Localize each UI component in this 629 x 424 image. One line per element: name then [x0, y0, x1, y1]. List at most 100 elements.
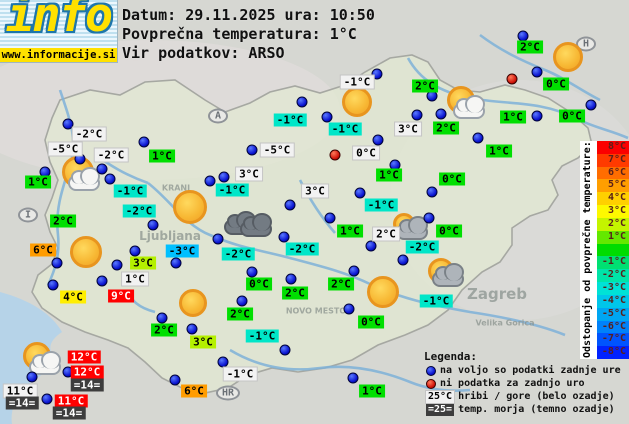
station-label: 1°C — [500, 110, 526, 124]
station-label: 6°C — [30, 243, 56, 257]
station-label: 1°C — [122, 272, 148, 286]
legend-items: na voljo so podatki zadnje ure ni podatka… — [424, 364, 629, 416]
station-dot — [246, 144, 258, 156]
station-label: 1°C — [486, 144, 512, 158]
station-label: 1°C — [376, 168, 402, 182]
city-label: NOVO MESTO — [285, 306, 347, 316]
station-label: -1°C — [340, 75, 374, 89]
station-label: 3°C — [190, 335, 216, 349]
header-avg-temp: Povprečna temperatura: 1°C — [122, 25, 357, 43]
station-dot — [51, 257, 63, 269]
scale-row: -3°C — [597, 282, 629, 295]
station-label: -1°C — [364, 198, 398, 212]
station-dot — [96, 275, 108, 287]
station-dot — [285, 273, 297, 285]
station-dot — [296, 96, 308, 108]
station-dot — [47, 279, 59, 291]
city-label: KRANJ — [161, 183, 191, 193]
country-sign-i: I — [18, 207, 38, 223]
sun-shape — [173, 190, 207, 224]
station-label: 1°C — [25, 175, 51, 189]
scale-row — [597, 243, 629, 257]
header-data-source: Vir podatkov: ARSO — [122, 44, 285, 62]
sun-cloud-icon — [447, 86, 485, 119]
station-dot — [236, 295, 248, 307]
legend: Legenda: na voljo so podatki zadnje ure n… — [424, 350, 629, 416]
station-dot — [531, 110, 543, 122]
station-dot — [147, 219, 159, 231]
station-dot — [365, 240, 377, 252]
station-dot — [423, 212, 435, 224]
scale-row: -5°C — [597, 307, 629, 321]
station-label: 3°C — [130, 256, 156, 270]
dark-cloud-icon — [224, 207, 272, 237]
station-label: 12°C — [67, 350, 101, 364]
country-sign-h: H — [576, 36, 596, 52]
station-label: 2°C — [373, 227, 399, 241]
country-sign-hr: HR — [215, 385, 241, 401]
station-label: 0°C — [543, 77, 569, 91]
station-dot — [426, 186, 438, 198]
legend-item: 25°C hribi / gore (belo ozadje) — [424, 390, 629, 403]
blue-dot-icon — [426, 365, 436, 376]
deviation-scale-title: Odstopanje od povprečne temperature: — [582, 141, 593, 359]
station-label: 9°C — [108, 289, 134, 303]
station-dot — [372, 134, 384, 146]
header-date: Datum: 29.11.2025 ura: 10:50 — [122, 6, 375, 24]
station-dot — [62, 118, 74, 130]
station-label: -5°C — [48, 142, 82, 156]
scale-row: -7°C — [597, 333, 629, 347]
station-dot — [284, 199, 296, 211]
legend-title: Legenda: — [424, 350, 477, 363]
sun-icon — [342, 87, 372, 117]
station-label: 2°C — [328, 277, 354, 291]
legend-item-text: hribi / gore (belo ozadje) — [458, 391, 615, 402]
cloud-shape — [431, 263, 464, 287]
station-dot — [246, 266, 258, 278]
scale-row: 5°C — [597, 179, 629, 193]
station-label: =14= — [5, 396, 39, 410]
scale-row: -4°C — [597, 294, 629, 308]
deviation-scale: Odstopanje od povprečne temperature: 8°C… — [580, 141, 629, 360]
station-dot — [169, 374, 181, 386]
station-label: -1°C — [113, 184, 147, 198]
station-label: 0°C — [358, 315, 384, 329]
logo-brand: info — [6, 0, 113, 43]
station-label: -1°C — [215, 183, 249, 197]
sun-icon — [70, 236, 102, 268]
sun-cloud-grey-icon — [428, 258, 464, 287]
legend-item: =25= temp. morja (temno ozadje) — [424, 403, 629, 416]
station-dot — [212, 233, 224, 245]
sun-icon — [173, 190, 207, 224]
station-label: 3°C — [236, 167, 262, 181]
station-label: 3°C — [395, 122, 421, 136]
station-dot — [411, 109, 423, 121]
station-label: -2°C — [94, 148, 128, 162]
station-dot — [531, 66, 543, 78]
station-dot — [397, 254, 409, 266]
station-label: 6°C — [181, 384, 207, 398]
scale-row: 7°C — [597, 153, 629, 167]
station-dot — [138, 136, 150, 148]
station-label: -2°C — [405, 240, 439, 254]
red-dot-icon — [426, 378, 436, 389]
station-label: 0°C — [353, 146, 379, 160]
station-label: 2°C — [282, 286, 308, 300]
sun-icon — [367, 276, 399, 308]
station-dot — [324, 212, 336, 224]
station-label: -2°C — [285, 242, 319, 256]
sun-shape — [342, 87, 372, 117]
station-dot — [156, 312, 168, 324]
scale-row: 2°C — [597, 217, 629, 231]
legend-item-text: na voljo so podatki zadnje ure — [440, 365, 621, 376]
logo-link[interactable]: info www.informacije.si — [0, 0, 118, 63]
station-label: -2°C — [72, 127, 106, 141]
station-dot — [354, 187, 366, 199]
sun-shape — [179, 289, 207, 317]
station-label: 2°C — [50, 214, 76, 228]
station-dot — [217, 356, 229, 368]
legend-item-text: temp. morja (temno ozadje) — [458, 404, 615, 415]
station-dot — [343, 303, 355, 315]
station-dot — [186, 323, 198, 335]
